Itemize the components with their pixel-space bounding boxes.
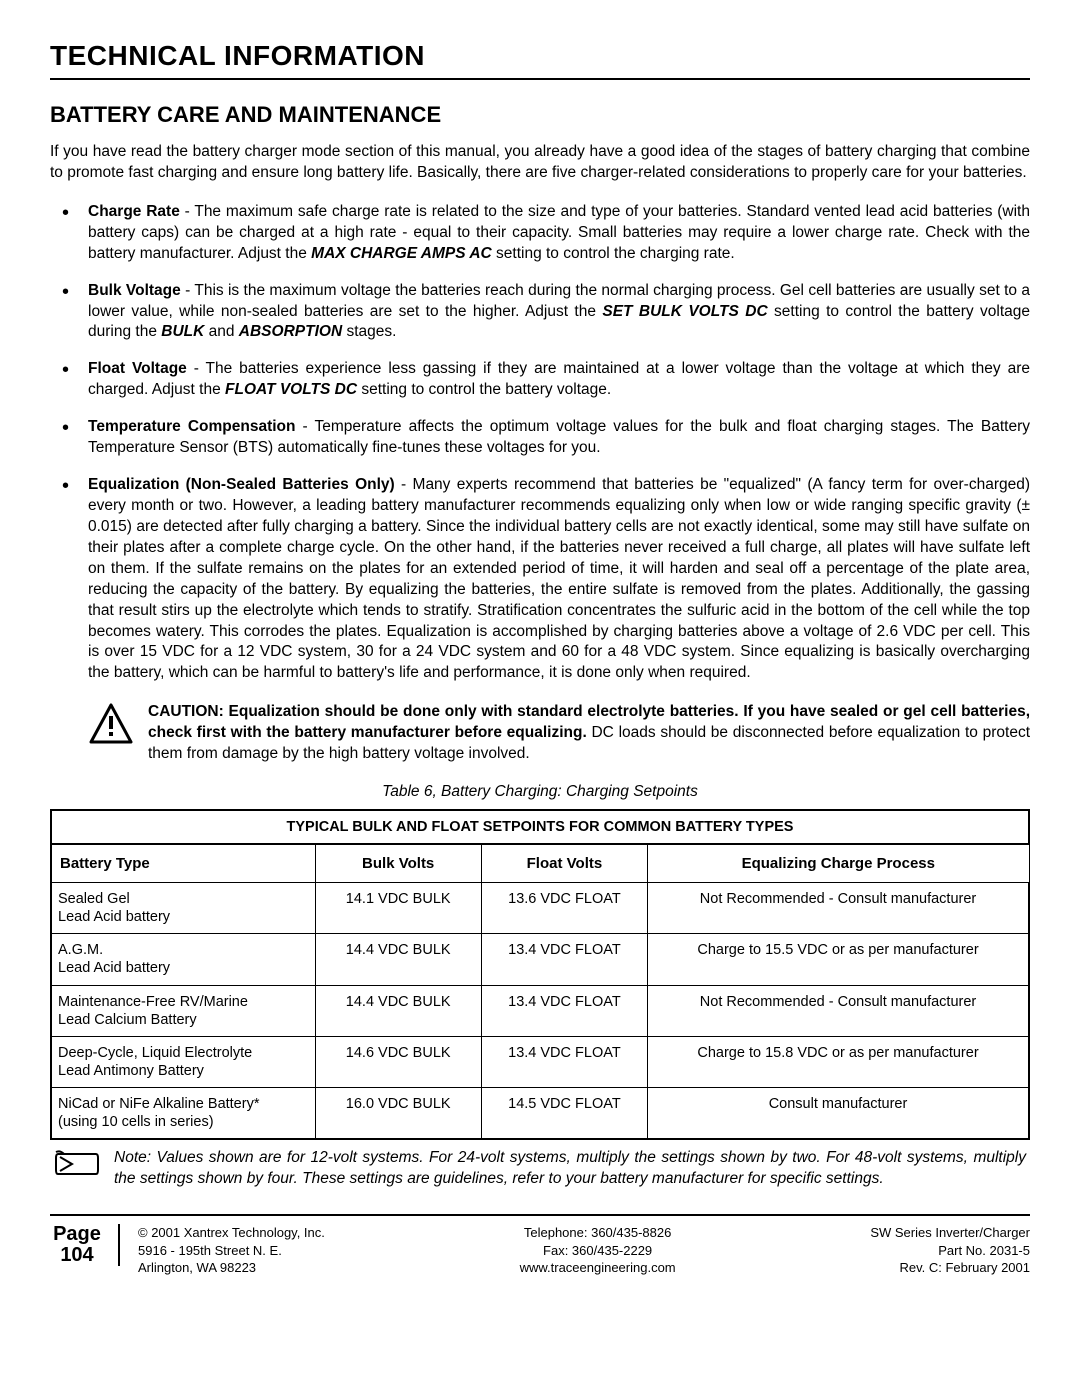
table-cell: Consult manufacturer	[648, 1088, 1029, 1140]
note-body: Values shown are for 12-volt systems. Fo…	[114, 1149, 1026, 1187]
note-block: Note: Values shown are for 12-volt syste…	[50, 1148, 1030, 1190]
table-cell: 13.4 VDC FLOAT	[481, 934, 647, 985]
item-body: stages.	[342, 323, 396, 340]
list-item: Float Voltage - The batteries experience…	[50, 359, 1030, 401]
note-lead: Note:	[114, 1149, 151, 1166]
table-cell: Charge to 15.5 VDC or as per manufacture…	[648, 934, 1029, 985]
item-head: Float Voltage	[88, 360, 187, 377]
footer-line: Fax: 360/435-2229	[325, 1242, 870, 1260]
footer-line: © 2001 Xantrex Technology, Inc.	[138, 1224, 325, 1242]
table-caption: Table 6, Battery Charging: Charging Setp…	[50, 783, 1030, 801]
setting-name: MAX CHARGE AMPS AC	[311, 245, 492, 262]
intro-paragraph: If you have read the battery charger mod…	[50, 142, 1030, 184]
table-cell: Deep-Cycle, Liquid ElectrolyteLead Antim…	[51, 1036, 315, 1087]
footer-line: Part No. 2031-5	[870, 1242, 1030, 1260]
table-row: A.G.M.Lead Acid battery14.4 VDC BULK13.4…	[51, 934, 1029, 985]
stage-name: ABSORPTION	[239, 323, 342, 340]
table-cell: Not Recommended - Consult manufacturer	[648, 985, 1029, 1036]
page-label: Page	[50, 1224, 104, 1245]
list-item: Temperature Compensation - Temperature a…	[50, 417, 1030, 459]
page-number-block: Page 104	[50, 1224, 120, 1266]
note-icon	[54, 1148, 100, 1178]
footer-right: SW Series Inverter/Charger Part No. 2031…	[870, 1224, 1030, 1277]
table-cell: 14.4 VDC BULK	[315, 934, 481, 985]
column-header: Float Volts	[481, 844, 647, 883]
item-head: Bulk Voltage	[88, 282, 181, 299]
footer-line: www.traceengineering.com	[325, 1259, 870, 1277]
setting-name: SET BULK VOLTS DC	[602, 303, 767, 320]
subsection-title: BATTERY CARE AND MAINTENANCE	[50, 102, 1030, 128]
table-cell: A.G.M.Lead Acid battery	[51, 934, 315, 985]
setting-name: FLOAT VOLTS DC	[225, 381, 357, 398]
section-title: TECHNICAL INFORMATION	[50, 40, 1030, 80]
note-text: Note: Values shown are for 12-volt syste…	[114, 1148, 1030, 1190]
item-head: Equalization (Non-Sealed Batteries Only)	[88, 476, 395, 493]
footer-left: © 2001 Xantrex Technology, Inc. 5916 - 1…	[138, 1224, 325, 1277]
item-head: Charge Rate	[88, 203, 180, 220]
footer-center: Telephone: 360/435-8826 Fax: 360/435-222…	[325, 1224, 870, 1277]
table-title: TYPICAL BULK AND FLOAT SETPOINTS FOR COM…	[51, 810, 1029, 844]
footer-line: Telephone: 360/435-8826	[325, 1224, 870, 1242]
table-row: Deep-Cycle, Liquid ElectrolyteLead Antim…	[51, 1036, 1029, 1087]
warning-icon	[88, 702, 134, 746]
footer-line: SW Series Inverter/Charger	[870, 1224, 1030, 1242]
table-cell: 14.5 VDC FLOAT	[481, 1088, 647, 1140]
footer: Page 104 © 2001 Xantrex Technology, Inc.…	[50, 1214, 1030, 1277]
table-row: Sealed GelLead Acid battery14.1 VDC BULK…	[51, 883, 1029, 934]
table-cell: 14.6 VDC BULK	[315, 1036, 481, 1087]
stage-name: BULK	[161, 323, 204, 340]
table-cell: 14.4 VDC BULK	[315, 985, 481, 1036]
table-cell: Charge to 15.8 VDC or as per manufacture…	[648, 1036, 1029, 1087]
table-cell: 16.0 VDC BULK	[315, 1088, 481, 1140]
column-header: Equalizing Charge Process	[648, 844, 1029, 883]
table-cell: 13.6 VDC FLOAT	[481, 883, 647, 934]
list-item: Bulk Voltage - This is the maximum volta…	[50, 281, 1030, 344]
column-header: Bulk Volts	[315, 844, 481, 883]
footer-line: Rev. C: February 2001	[870, 1259, 1030, 1277]
footer-line: Arlington, WA 98223	[138, 1259, 325, 1277]
footer-line: 5916 - 195th Street N. E.	[138, 1242, 325, 1260]
list-item: Equalization (Non-Sealed Batteries Only)…	[50, 475, 1030, 684]
item-body: setting to control the battery voltage.	[357, 381, 611, 398]
item-body: setting to control the charging rate.	[492, 245, 735, 262]
column-header: Battery Type	[51, 844, 315, 883]
table-cell: 13.4 VDC FLOAT	[481, 985, 647, 1036]
bullet-list: Charge Rate - The maximum safe charge ra…	[50, 202, 1030, 684]
caution-text: CAUTION: Equalization should be done onl…	[148, 702, 1030, 765]
table-row: NiCad or NiFe Alkaline Battery*(using 10…	[51, 1088, 1029, 1140]
list-item: Charge Rate - The maximum safe charge ra…	[50, 202, 1030, 265]
table-body: Sealed GelLead Acid battery14.1 VDC BULK…	[51, 883, 1029, 1140]
table-row: Maintenance-Free RV/MarineLead Calcium B…	[51, 985, 1029, 1036]
table-cell: Sealed GelLead Acid battery	[51, 883, 315, 934]
setpoints-table: TYPICAL BULK AND FLOAT SETPOINTS FOR COM…	[50, 809, 1030, 1140]
table-cell: NiCad or NiFe Alkaline Battery*(using 10…	[51, 1088, 315, 1140]
table-cell: 13.4 VDC FLOAT	[481, 1036, 647, 1087]
table-cell: Maintenance-Free RV/MarineLead Calcium B…	[51, 985, 315, 1036]
item-head: Temperature Compensation	[88, 418, 295, 435]
item-body: - Many experts recommend that batteries …	[88, 476, 1030, 681]
item-body: and	[204, 323, 238, 340]
table-cell: Not Recommended - Consult manufacturer	[648, 883, 1029, 934]
caution-block: CAUTION: Equalization should be done onl…	[50, 702, 1030, 765]
table-cell: 14.1 VDC BULK	[315, 883, 481, 934]
page-number: 104	[50, 1245, 104, 1266]
